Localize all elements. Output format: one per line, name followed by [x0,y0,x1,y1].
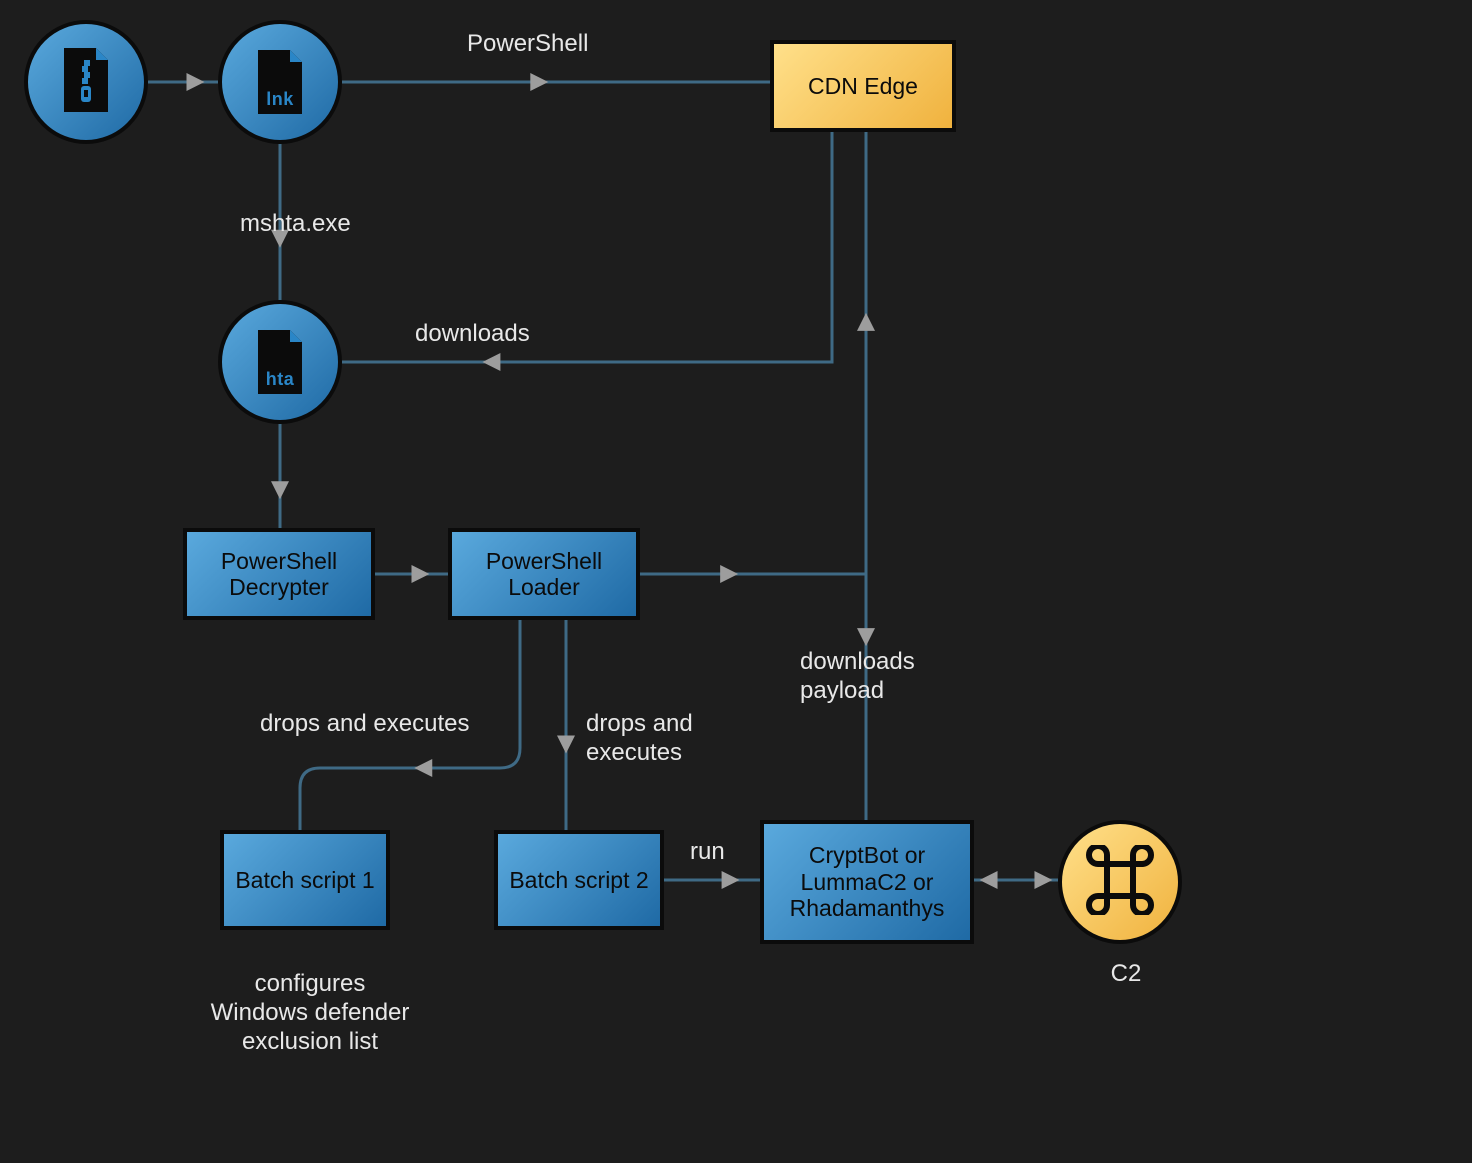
edge-label-loader-batch1: drops and executes [260,710,520,739]
caption-batch1: configures Windows defender exclusion li… [165,970,455,1056]
file-icon: lnk [254,48,306,116]
command-icon [1085,845,1155,920]
arrowhead-icon [720,565,738,583]
edge-label-cdn-hta: downloads [415,320,575,349]
arrowhead-icon [557,736,575,754]
node-batch-script-2: Batch script 2 [494,830,664,930]
node-batch-script-1: Batch script 1 [220,830,390,930]
node-zip-archive [24,20,148,144]
node-label: Batch script 2 [509,867,648,893]
diagram-stage: lnk hta CDN Edge PowerShell Decrypter Po… [0,0,1472,1163]
edge-label-lnk-cdn: PowerShell [467,30,627,59]
node-lnk-file: lnk [218,20,342,144]
arrowhead-icon [530,73,548,91]
arrowhead-icon [412,565,430,583]
node-label: Batch script 1 [235,867,374,893]
arrowhead-icon [980,871,998,889]
zip-icon [60,46,112,119]
edge-label-loader-batch2: drops and executes [586,710,746,768]
node-label: PowerShell Decrypter [191,548,367,601]
node-hta-file: hta [218,300,342,424]
file-ext-label: hta [254,369,306,390]
arrowhead-icon [271,481,289,499]
node-malware-payload: CryptBot or LummaC2 or Rhadamanthys [760,820,974,944]
node-label: CDN Edge [808,73,918,99]
node-c2-server [1058,820,1182,944]
node-label: PowerShell Loader [456,548,632,601]
file-icon: hta [254,328,306,396]
edge-label-lnk-hta: mshta.exe [240,210,400,239]
caption-c2: C2 [1106,960,1146,989]
arrowhead-icon [722,871,740,889]
edge-label-cdn-malware: downloads payload [800,648,960,706]
file-ext-label: lnk [254,89,306,110]
arrowhead-icon [187,73,205,91]
node-powershell-loader: PowerShell Loader [448,528,640,620]
arrowhead-icon [857,628,875,646]
node-label: CryptBot or LummaC2 or Rhadamanthys [768,842,966,921]
arrowhead-icon [857,313,875,331]
node-cdn-edge: CDN Edge [770,40,956,132]
arrowhead-icon [1034,871,1052,889]
arrowhead-icon [414,759,432,777]
node-powershell-decrypter: PowerShell Decrypter [183,528,375,620]
edge-label-batch2-malware: run [690,838,750,867]
arrowhead-icon [482,353,500,371]
